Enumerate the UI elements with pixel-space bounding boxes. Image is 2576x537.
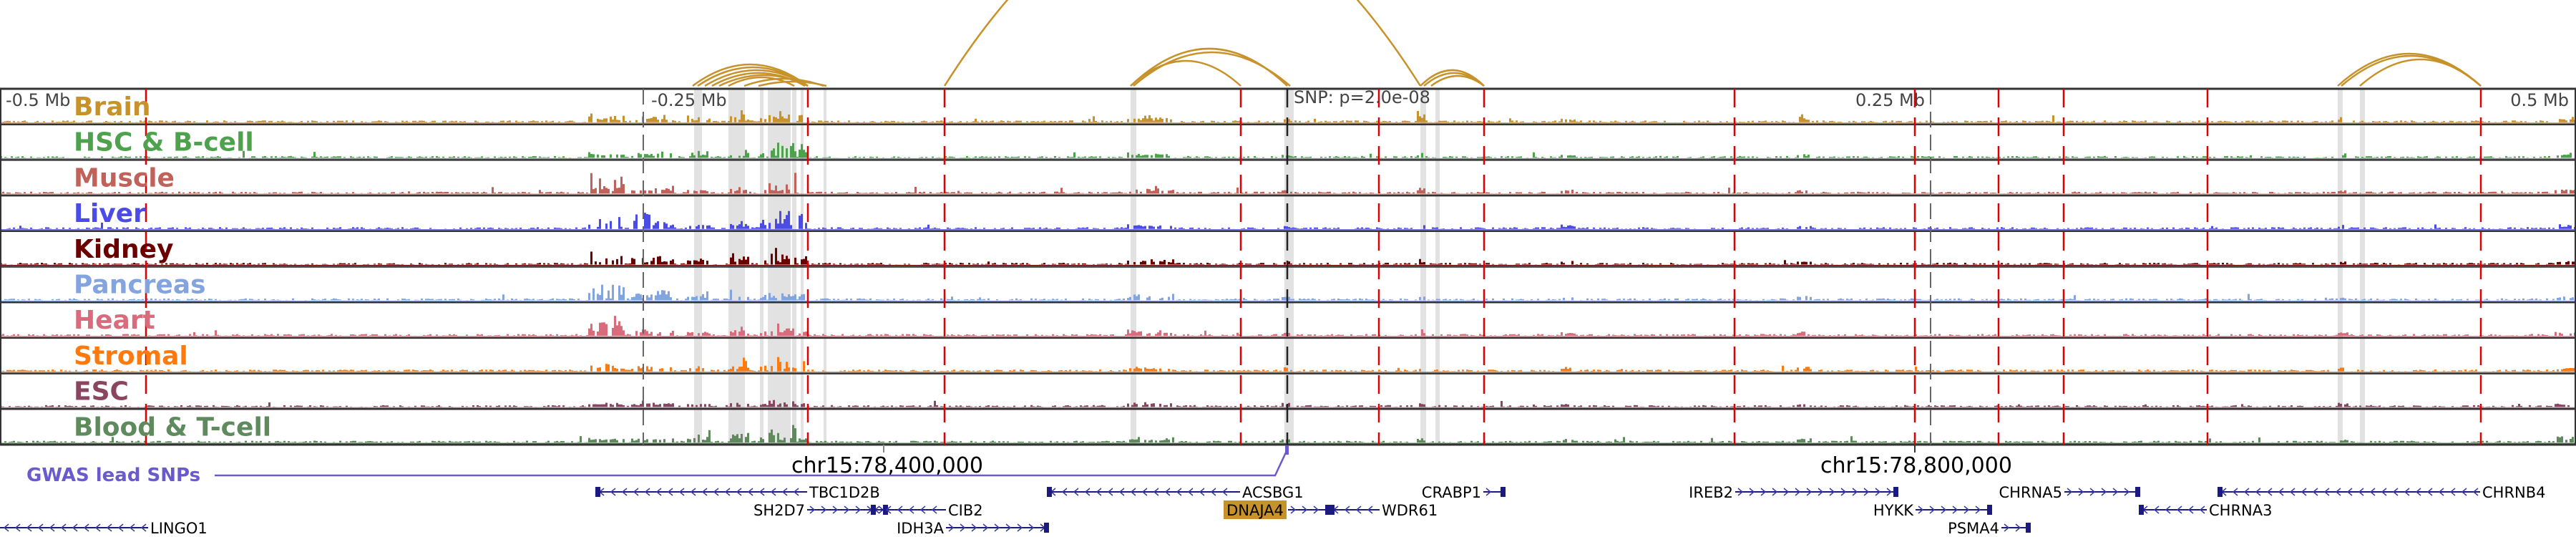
gene-label[interactable]: SH2D7: [753, 502, 805, 519]
gene-sh2d7[interactable]: SH2D7: [753, 502, 888, 519]
axis-label-0.25mb: 0.25 Mb: [1855, 90, 1925, 110]
gene-label[interactable]: CHRNA3: [2209, 502, 2272, 519]
gwas-track: GWAS lead SNPs: [26, 445, 1289, 486]
gene-label[interactable]: CRABP1: [1422, 484, 1481, 501]
chromatin-loop-arc: [2359, 58, 2482, 87]
gene-psma4[interactable]: PSMA4: [1948, 520, 2031, 537]
gwas-snp-marker[interactable]: [1285, 445, 1289, 455]
chromatin-loop-arc: [1430, 74, 1485, 87]
gene-label[interactable]: WDR61: [1382, 502, 1438, 519]
gene-label[interactable]: TBC1D2B: [809, 484, 880, 501]
track-label: Stromal: [74, 342, 188, 371]
exon-block: [2026, 523, 2031, 533]
gwas-label: GWAS lead SNPs: [26, 465, 200, 486]
strand-arrow-icon: [3, 523, 147, 532]
track-label: HSC & B-cell: [74, 128, 254, 158]
gene-hykk[interactable]: HYKK: [1873, 502, 1992, 519]
gene-cib2[interactable]: CIB2: [871, 502, 983, 519]
strand-arrow-icon: [1918, 505, 1981, 514]
chromatin-loop-arc: [1130, 59, 1241, 87]
exon-block: [2135, 487, 2140, 497]
strand-arrow-icon: [1290, 505, 1319, 514]
track-label: Muscle: [74, 163, 175, 193]
gene-label[interactable]: PSMA4: [1948, 520, 1999, 537]
gene-label[interactable]: IDH3A: [897, 520, 945, 537]
gene-idh3a[interactable]: IDH3A: [897, 520, 1049, 537]
axis-label-0.5mb: 0.5 Mb: [2510, 90, 2569, 110]
gene-chrnb4[interactable]: CHRNB4: [2218, 484, 2546, 501]
coordinate-label-right: chr15:78,800,000: [1820, 453, 2012, 478]
exon-block: [1044, 523, 1049, 533]
chromatin-loop-arc: [728, 76, 795, 87]
exon-block: [1047, 487, 1052, 497]
strand-arrow-icon: [1485, 488, 1492, 496]
exon-block: [2218, 487, 2223, 497]
track-label: ESC: [74, 377, 129, 407]
exon-block: [1325, 505, 1330, 515]
gene-chrna5[interactable]: CHRNA5: [1999, 484, 2140, 501]
track-label: Heart: [74, 306, 155, 335]
signal-track-liver: [0, 194, 2576, 231]
signal-bars: [0, 400, 2570, 407]
strand-arrow-icon: [1737, 488, 1893, 496]
signal-track-stromal: [0, 337, 2576, 373]
snp-marker-lines: [145, 89, 2482, 445]
gene-crabp1[interactable]: CRABP1: [1422, 484, 1506, 501]
axis-label-minus-0.5mb: -0.5 Mb: [6, 90, 70, 110]
strand-arrow-icon: [2004, 523, 2021, 532]
signal-bars: [4, 284, 2574, 301]
coordinate-label-left: chr15:78,400,000: [791, 453, 983, 478]
gene-acsbg1[interactable]: ACSBG1: [1047, 484, 1304, 501]
coordinate-axis: chr15:78,400,000 chr15:78,800,000: [791, 445, 2012, 478]
track-labels: Brain HSC & B-cell Muscle Liver Kidney Pancre…: [74, 92, 271, 442]
exon-block: [1893, 487, 1898, 497]
snp-pvalue-label: SNP: p=2.0e-08: [1294, 87, 1430, 107]
gene-label[interactable]: IREB2: [1689, 484, 1733, 501]
chromatin-loop-arc: [943, 0, 1422, 87]
track-label: Blood & T-cell: [74, 412, 271, 442]
exon-block: [1987, 505, 1992, 515]
chromatin-loop-arcs: [692, 0, 2482, 87]
gene-label[interactable]: LINGO1: [150, 520, 208, 537]
strand-arrow-icon: [809, 505, 884, 514]
signal-bars: [2, 110, 2576, 122]
gene-label[interactable]: ACSBG1: [1242, 484, 1304, 501]
track-label: Liver: [74, 199, 146, 228]
chromatin-loop-arc: [1133, 51, 1291, 87]
strand-arrow-icon: [2067, 488, 2130, 496]
gene-label[interactable]: DNAJA4: [1226, 502, 1284, 519]
highlighted-gene-box: [1224, 500, 1287, 519]
gwas-connector-line: [215, 452, 1287, 477]
exon-block: [1330, 505, 1335, 515]
axis-labels: -0.5 Mb -0.25 Mb SNP: p=2.0e-08 0.25 Mb …: [6, 87, 2569, 110]
track-label: Pancreas: [74, 271, 206, 300]
exon-block: [871, 505, 876, 515]
gene-lingo1[interactable]: LINGO1: [0, 520, 208, 537]
gene-label[interactable]: HYKK: [1873, 502, 1914, 519]
track-label: Brain: [74, 92, 150, 122]
gene-label[interactable]: CHRNA5: [1999, 484, 2062, 501]
gene-label[interactable]: CHRNB4: [2482, 484, 2546, 501]
track-label: Kidney: [74, 235, 174, 264]
gene-track: TBC1D2B ACSBG1 CRABP1 IREB2 CHRNA5 CHRNB4 SH2D…: [0, 484, 2546, 537]
gene-tbc1d2b[interactable]: TBC1D2B: [595, 484, 880, 501]
gene-chrna3[interactable]: CHRNA3: [2139, 502, 2272, 519]
gene-dnaja4[interactable]: DNAJA4: [1224, 500, 1330, 519]
axis-label-minus-0.25mb: -0.25 Mb: [651, 90, 727, 110]
gene-ireb2[interactable]: IREB2: [1689, 484, 1898, 501]
signal-bars: [6, 211, 2576, 229]
chromatin-loop-arc: [758, 80, 827, 87]
exon-block: [2139, 505, 2144, 515]
exon-block: [1501, 487, 1506, 497]
gene-label[interactable]: CIB2: [948, 502, 983, 519]
gene-wdr61[interactable]: WDR61: [1330, 502, 1438, 519]
exon-block: [595, 487, 600, 497]
